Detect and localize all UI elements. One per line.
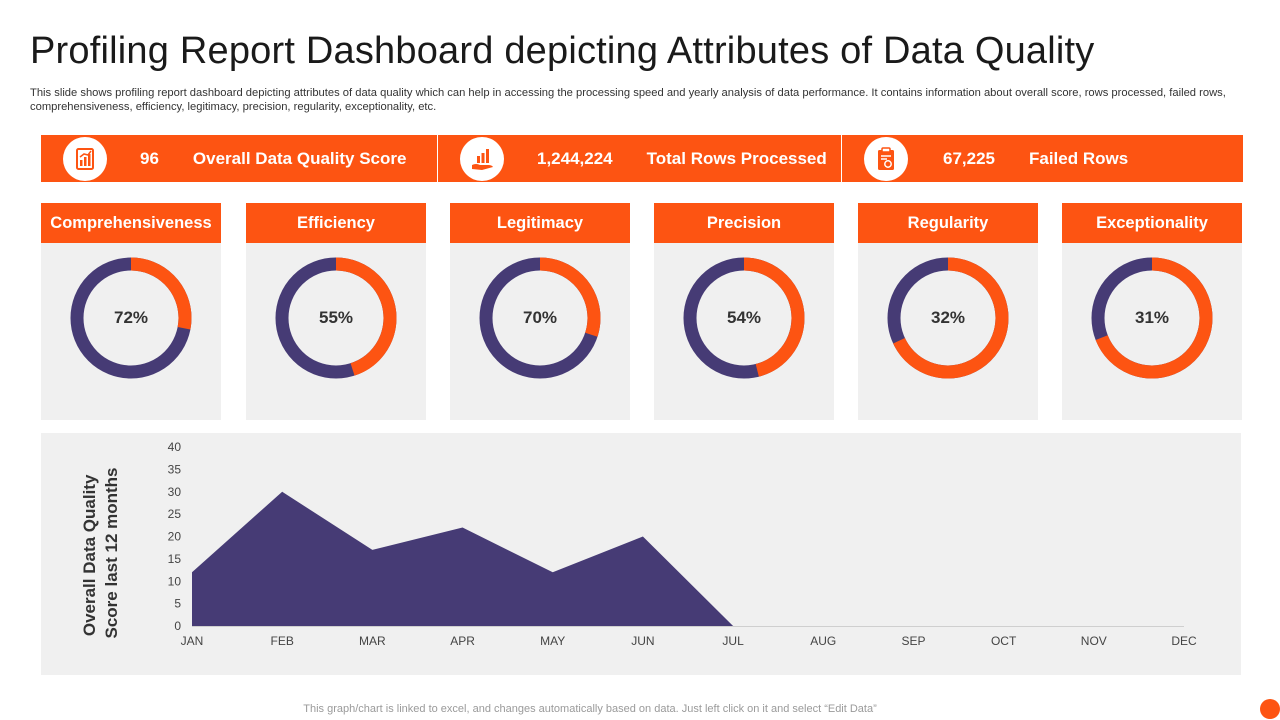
y-title-line-2: Score last 12 months [102, 467, 120, 638]
attribute-title: Precision [654, 203, 834, 243]
donut-value-segment [887, 257, 1009, 379]
donut-percent-label: 54% [726, 308, 762, 327]
attribute-card-exceptionality: Exceptionality 31% [1062, 203, 1242, 420]
attribute-card-legitimacy: Legitimacy 70% [450, 203, 630, 420]
donut-percent-label: 70% [522, 308, 558, 327]
kpi-label: Failed Rows [1029, 148, 1129, 168]
attribute-title: Exceptionality [1062, 203, 1242, 243]
donut-chart [479, 257, 601, 379]
kpi-label: Total Rows Processed [646, 148, 827, 168]
attribute-card-precision: Precision 54% [654, 203, 834, 420]
donut-percent-label: 72% [113, 308, 149, 327]
page-description: This slide shows profiling report dashbo… [30, 87, 1226, 113]
footnote: This graph/chart is linked to excel, and… [303, 703, 877, 715]
donut-chart [70, 257, 192, 379]
hand-chart-icon [460, 136, 504, 181]
report-chart-icon [63, 136, 107, 181]
attribute-card-regularity: Regularity 32% [858, 203, 1038, 420]
kpi-value: 1,244,224 [537, 148, 613, 168]
donut-chart [275, 257, 397, 379]
donut-percent-label: 31% [1134, 308, 1170, 327]
chart-y-axis-title: Overall Data Quality Score last 12 month… [76, 453, 121, 653]
y-title-line-1: Overall Data Quality [80, 474, 99, 636]
kpi-bar: 96 Overall Data Quality Score 1,244,224 … [41, 135, 1243, 182]
kpi-label: Overall Data Quality Score [192, 148, 407, 168]
donut-value-segment [275, 257, 397, 379]
page-title: Profiling Report Dashboard depicting Att… [30, 30, 1095, 72]
attribute-card-comprehensiveness: Comprehensiveness 72% [41, 203, 221, 420]
donut-value-segment [70, 257, 192, 379]
kpi-total-rows: 1,244,224 Total Rows Processed [438, 135, 842, 182]
attribute-title: Efficiency [246, 203, 426, 243]
donut-chart [1091, 257, 1213, 379]
chart-panel [41, 433, 1241, 675]
attribute-title: Comprehensiveness [41, 203, 221, 243]
donut-percent-label: 55% [318, 308, 354, 327]
donut-value-segment [479, 257, 601, 379]
svg-text:Overall Data Quality Sco: Overall Data Quality Score last 12 month… [80, 467, 120, 638]
kpi-value: 67,225 [943, 148, 995, 168]
kpi-failed-rows: 67,225 Failed Rows [842, 135, 1243, 182]
donut-chart [887, 257, 1009, 379]
attribute-title: Legitimacy [450, 203, 630, 243]
kpi-overall-score: 96 Overall Data Quality Score [41, 135, 438, 182]
donut-chart [683, 257, 805, 379]
corner-dot [1260, 699, 1280, 719]
attribute-title: Regularity [858, 203, 1038, 243]
donut-percent-label: 32% [930, 308, 966, 327]
clipboard-report-icon [864, 136, 908, 181]
attribute-card-efficiency: Efficiency 55% [246, 203, 426, 420]
donut-value-segment [683, 257, 805, 379]
donut-value-segment [1091, 257, 1213, 379]
kpi-value: 96 [140, 148, 159, 168]
